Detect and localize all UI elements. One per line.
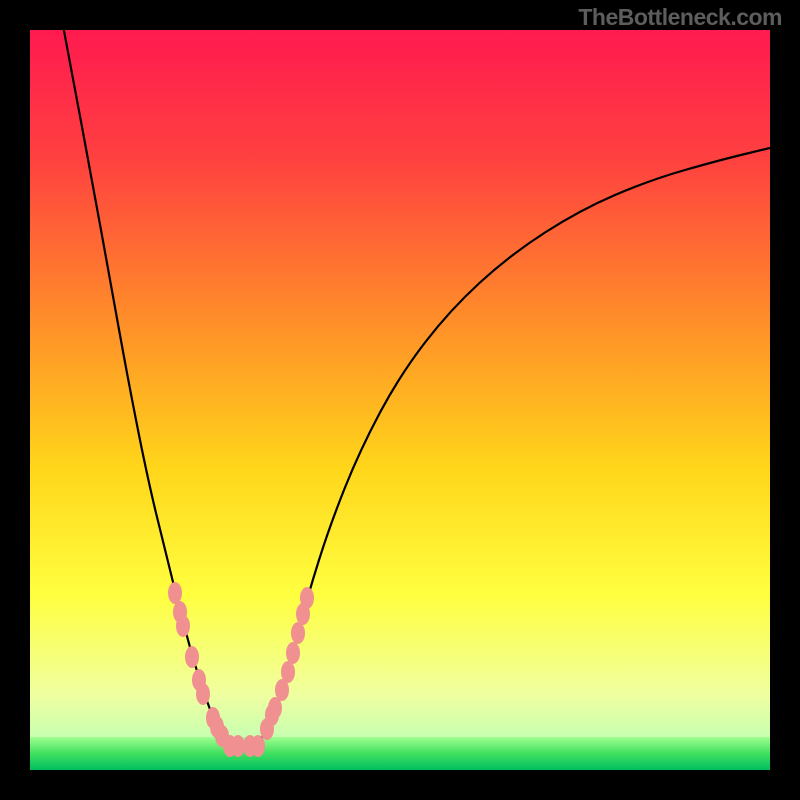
data-marker bbox=[185, 646, 199, 668]
data-marker bbox=[286, 642, 300, 664]
data-marker bbox=[291, 622, 305, 644]
chart-svg bbox=[30, 30, 770, 770]
data-marker bbox=[196, 683, 210, 705]
data-marker bbox=[300, 587, 314, 609]
data-marker bbox=[168, 582, 182, 604]
plot-area bbox=[30, 30, 770, 770]
data-marker bbox=[251, 735, 265, 757]
curve-left bbox=[62, 30, 230, 746]
data-marker bbox=[176, 615, 190, 637]
chart-frame: TheBottleneck.com bbox=[0, 0, 800, 800]
data-marker bbox=[231, 735, 245, 757]
curve-right bbox=[258, 148, 770, 746]
data-marker bbox=[281, 661, 295, 683]
watermark-text: TheBottleneck.com bbox=[578, 4, 782, 31]
markers-group bbox=[168, 582, 314, 757]
